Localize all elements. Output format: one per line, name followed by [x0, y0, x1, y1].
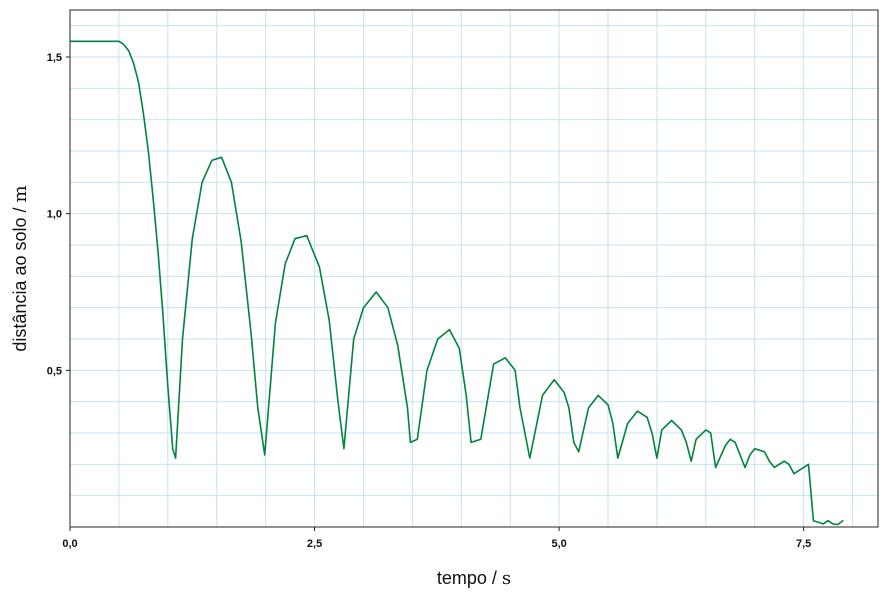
y-axis-unit: m [10, 185, 31, 202]
plot-area-frame [69, 9, 879, 528]
x-axis-label: tempo [437, 568, 487, 588]
series-line [69, 40, 844, 526]
x-tick-label: 0,0 [62, 538, 77, 550]
y-axis-title: distância ao solo / m [10, 185, 31, 351]
y-axis-unit-separator: / [10, 202, 30, 217]
y-tick-label: 0,5 [47, 365, 62, 377]
y-tick-label: 1,0 [47, 209, 62, 221]
x-tick-label: 2,5 [307, 538, 322, 550]
x-tick-label: 5,0 [551, 538, 566, 550]
tick-labels: 0,0 2,5 5,0 7,5 0,5 1,0 1,5 [47, 52, 812, 550]
series-layer [69, 40, 844, 526]
x-axis-title: tempo / s [437, 568, 511, 589]
y-axis-label: distância ao solo [10, 218, 30, 352]
x-tick-label: 7,5 [796, 538, 811, 550]
x-axis-unit: s [502, 568, 511, 589]
y-tick-label: 1,5 [47, 52, 62, 64]
x-axis-unit-separator: / [487, 568, 502, 588]
